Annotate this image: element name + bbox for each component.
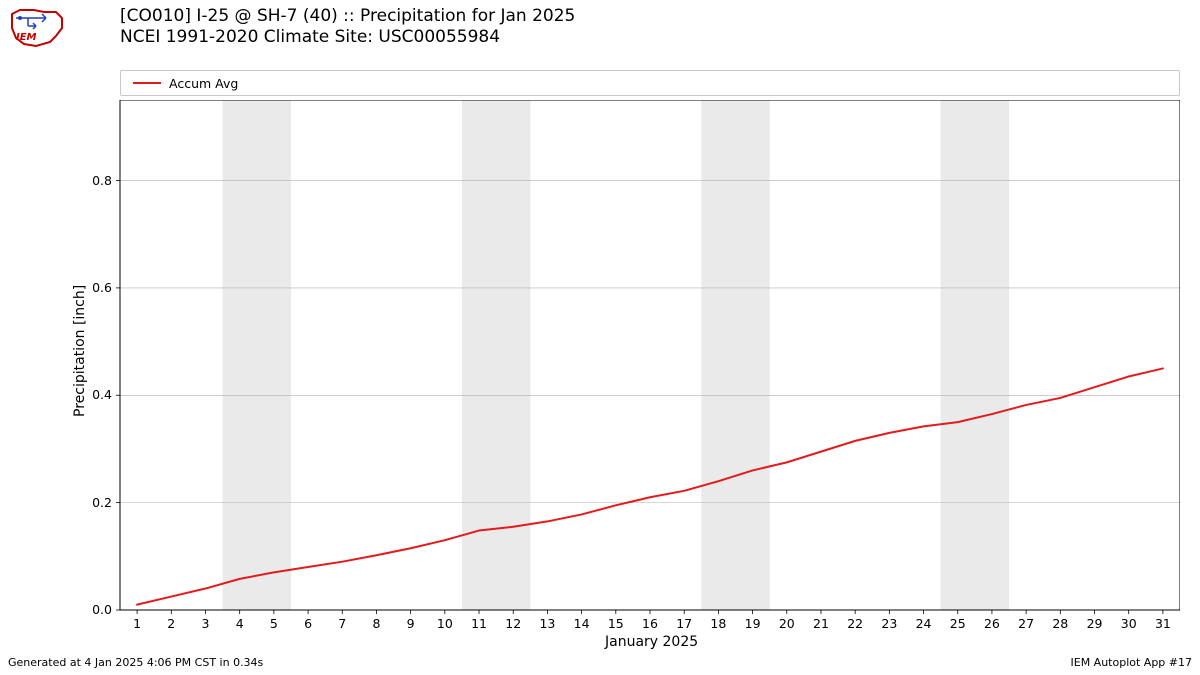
x-tick-label: 10 bbox=[435, 616, 455, 631]
y-tick-label: 0.4 bbox=[92, 387, 112, 402]
y-tick-label: 0.2 bbox=[92, 495, 112, 510]
x-tick-label: 12 bbox=[503, 616, 523, 631]
x-tick-label: 2 bbox=[161, 616, 181, 631]
svg-text:IEM: IEM bbox=[16, 32, 37, 43]
x-tick-label: 9 bbox=[401, 616, 421, 631]
x-tick-label: 27 bbox=[1016, 616, 1036, 631]
y-tick-label: 0.8 bbox=[92, 173, 112, 188]
chart-title: [CO010] I-25 @ SH-7 (40) :: Precipitatio… bbox=[120, 6, 575, 49]
y-axis-label: Precipitation [inch] bbox=[72, 285, 88, 417]
x-tick-label: 18 bbox=[708, 616, 728, 631]
y-tick-label: 0.0 bbox=[92, 602, 112, 617]
x-tick-label: 17 bbox=[674, 616, 694, 631]
x-tick-label: 23 bbox=[879, 616, 899, 631]
legend-line-sample bbox=[133, 82, 161, 84]
x-tick-label: 30 bbox=[1119, 616, 1139, 631]
x-tick-label: 21 bbox=[811, 616, 831, 631]
x-tick-label: 28 bbox=[1050, 616, 1070, 631]
plot-area bbox=[116, 100, 1180, 614]
y-tick-label: 0.6 bbox=[92, 280, 112, 295]
x-tick-label: 19 bbox=[743, 616, 763, 631]
x-tick-label: 7 bbox=[332, 616, 352, 631]
x-axis-label: January 2025 bbox=[605, 634, 698, 650]
legend-label: Accum Avg bbox=[169, 76, 238, 91]
x-tick-label: 22 bbox=[845, 616, 865, 631]
x-tick-label: 24 bbox=[914, 616, 934, 631]
x-tick-label: 26 bbox=[982, 616, 1002, 631]
x-tick-label: 5 bbox=[264, 616, 284, 631]
x-tick-label: 16 bbox=[640, 616, 660, 631]
iem-logo: IEM bbox=[6, 4, 66, 49]
title-line-1: [CO010] I-25 @ SH-7 (40) :: Precipitatio… bbox=[120, 6, 575, 27]
title-line-2: NCEI 1991-2020 Climate Site: USC00055984 bbox=[120, 27, 575, 48]
x-tick-label: 13 bbox=[537, 616, 557, 631]
x-tick-label: 4 bbox=[230, 616, 250, 631]
x-tick-label: 14 bbox=[572, 616, 592, 631]
x-tick-label: 1 bbox=[127, 616, 147, 631]
x-tick-label: 25 bbox=[948, 616, 968, 631]
footer-left: Generated at 4 Jan 2025 4:06 PM CST in 0… bbox=[8, 656, 263, 669]
x-tick-label: 3 bbox=[195, 616, 215, 631]
legend: Accum Avg bbox=[120, 70, 1180, 96]
x-tick-label: 29 bbox=[1085, 616, 1105, 631]
chart-container: IEM [CO010] I-25 @ SH-7 (40) :: Precipit… bbox=[0, 0, 1200, 675]
x-tick-label: 8 bbox=[366, 616, 386, 631]
x-tick-label: 20 bbox=[777, 616, 797, 631]
footer-right: IEM Autoplot App #17 bbox=[1071, 656, 1193, 669]
x-tick-label: 15 bbox=[606, 616, 626, 631]
x-tick-label: 6 bbox=[298, 616, 318, 631]
x-tick-label: 11 bbox=[469, 616, 489, 631]
x-tick-label: 31 bbox=[1153, 616, 1173, 631]
